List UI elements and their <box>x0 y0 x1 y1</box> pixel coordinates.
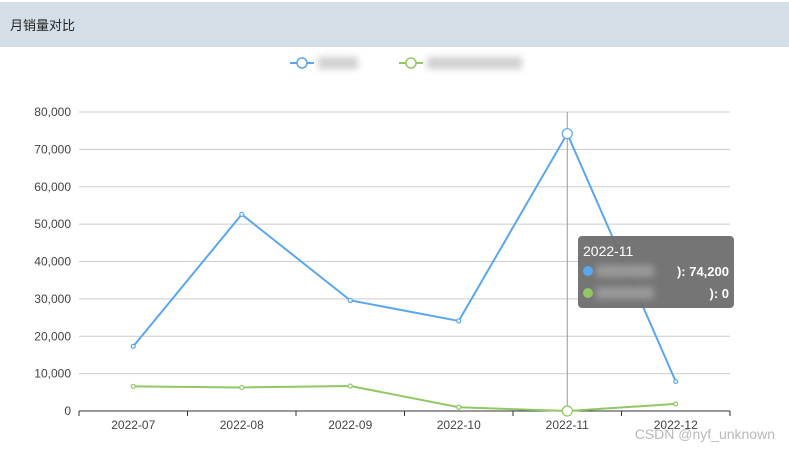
x-tick-label: 2022-07 <box>111 418 155 432</box>
tooltip-label-obscured <box>596 287 654 299</box>
page-header: 月销量对比 <box>0 2 789 47</box>
y-tick-label: 20,000 <box>34 329 71 343</box>
legend-label-obscured-1 <box>318 57 358 69</box>
legend-label-obscured-2 <box>427 57 522 69</box>
y-tick-label: 10,000 <box>34 367 71 381</box>
tooltip-label-obscured <box>596 265 654 277</box>
y-tick-label: 30,000 <box>34 292 71 306</box>
series-1-point[interactable] <box>561 128 573 140</box>
y-tick-label: 70,000 <box>34 142 71 156</box>
tooltip-series-dot <box>583 288 593 298</box>
legend-marker-1[interactable] <box>296 57 308 69</box>
x-tick-label: 2022-12 <box>654 418 698 432</box>
series-1-point[interactable] <box>456 318 462 324</box>
watermark: CSDN @nyf_unknown <box>634 426 775 442</box>
tooltip-series-dot <box>583 266 593 276</box>
series-1-point[interactable] <box>347 297 353 303</box>
x-tick-label: 2022-09 <box>328 418 372 432</box>
series-2-point[interactable] <box>239 384 245 391</box>
legend-marker-2[interactable] <box>405 57 417 69</box>
y-tick-label: 0 <box>64 404 71 418</box>
tooltip-title: 2022-11 <box>583 243 634 259</box>
tooltip-value: ): 74,200 <box>677 264 729 279</box>
series-2-point[interactable] <box>347 383 353 389</box>
y-tick-label: 40,000 <box>34 255 71 269</box>
tooltip-value: ): 0 <box>710 286 730 301</box>
y-tick-label: 60,000 <box>34 180 71 194</box>
y-tick-label: 80,000 <box>34 105 71 119</box>
y-tick-label: 50,000 <box>34 217 71 231</box>
series-1-point[interactable] <box>239 211 245 218</box>
series-2-point[interactable] <box>673 401 679 407</box>
series-2-point[interactable] <box>130 383 136 389</box>
x-tick-label: 2022-11 <box>546 418 589 432</box>
page-title: 月销量对比 <box>10 18 76 33</box>
x-tick-label: 2022-08 <box>220 418 264 432</box>
series-1-line <box>132 131 677 382</box>
series-1-point[interactable] <box>130 343 136 349</box>
series-2-line <box>133 384 676 413</box>
x-tick-label: 2022-10 <box>437 418 481 432</box>
series-2-point[interactable] <box>456 404 462 410</box>
series-2-point[interactable] <box>561 405 573 417</box>
series-1-point[interactable] <box>673 378 679 385</box>
